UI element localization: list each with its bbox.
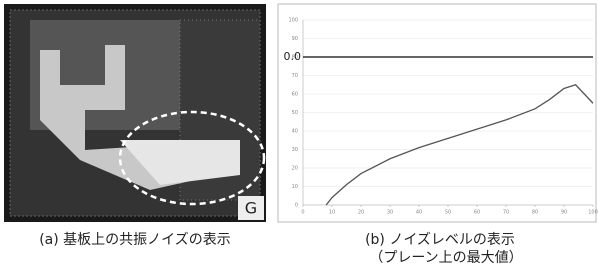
caption-b: (b) ノイズレベルの表示: [365, 232, 515, 248]
x-tick-label: 70: [503, 210, 509, 216]
reference-label: 0.0: [284, 50, 302, 63]
x-tick-label: 40: [416, 210, 422, 216]
y-tick-label: 50: [292, 110, 298, 116]
y-tick-label: 10: [292, 184, 298, 190]
y-tick-label: 100: [288, 18, 298, 24]
x-tick-label: 50: [445, 210, 451, 216]
figure: G (a) 基板上の共振ノイズの表示 (b) ノイズレベルの表示 （プレーン上の…: [0, 0, 598, 268]
x-tick-label: 60: [474, 210, 480, 216]
caption-b: （プレーン上の最大値）: [369, 250, 522, 266]
y-tick-label: 0: [295, 203, 298, 209]
y-tick-label: 60: [292, 92, 298, 98]
corner-label: G: [245, 199, 257, 218]
chart-frame: [278, 4, 596, 222]
pcb-image: G: [4, 4, 266, 222]
x-tick-label: 20: [358, 210, 364, 216]
y-tick-label: 20: [292, 166, 298, 172]
x-tick-label: 80: [532, 210, 538, 216]
y-tick-label: 90: [292, 36, 298, 42]
x-tick-label: 100: [588, 210, 598, 216]
x-tick-label: 30: [387, 210, 393, 216]
y-tick-label: 70: [292, 73, 298, 79]
x-tick-label: 10: [329, 210, 335, 216]
x-tick-label: 0: [301, 210, 304, 216]
y-tick-label: 30: [292, 147, 298, 153]
caption-a: (a) 基板上の共振ノイズの表示: [39, 231, 231, 248]
y-tick-label: 40: [292, 129, 298, 135]
x-tick-label: 90: [561, 210, 567, 216]
